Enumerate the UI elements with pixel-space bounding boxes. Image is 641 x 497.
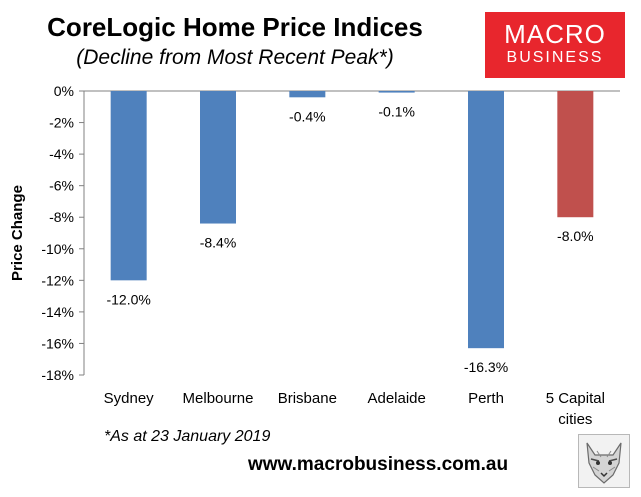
x-tick-label: 5 Capital — [546, 390, 605, 407]
y-tick-label: -6% — [49, 178, 74, 194]
logo-line-1: MACRO — [504, 19, 606, 49]
data-label: -8.0% — [557, 228, 594, 244]
x-tick-label: Brisbane — [278, 390, 337, 407]
bar — [378, 91, 415, 93]
website-url: www.macrobusiness.com.au — [248, 454, 509, 475]
y-tick-label: -12% — [41, 272, 74, 288]
bar — [200, 91, 236, 224]
chart-subtitle: (Decline from Most Recent Peak*) — [76, 46, 394, 69]
data-label: -16.3% — [464, 359, 508, 375]
y-tick-label: -16% — [41, 335, 74, 351]
x-tick-label: cities — [558, 411, 592, 428]
macrobusiness-logo: MACRO BUSINESS — [485, 12, 625, 78]
data-label: -0.4% — [289, 108, 326, 124]
x-tick-label: Adelaide — [367, 390, 425, 407]
data-label: -8.4% — [200, 235, 237, 251]
y-axis-title: Price Change — [9, 185, 26, 281]
y-tick-label: 0% — [54, 83, 74, 99]
y-tick-label: -4% — [49, 146, 74, 162]
y-tick-label: -8% — [49, 209, 74, 225]
chart-title: CoreLogic Home Price Indices — [47, 12, 423, 42]
x-tick-label: Sydney — [104, 390, 155, 407]
bar — [289, 91, 326, 98]
y-tick-label: -2% — [49, 115, 74, 131]
logo-line-2: BUSINESS — [506, 49, 604, 66]
y-tick-label: -14% — [41, 304, 74, 320]
footnote: *As at 23 January 2019 — [104, 428, 271, 445]
bar — [468, 91, 504, 349]
bar — [110, 91, 147, 281]
y-tick-label: -18% — [41, 367, 74, 383]
x-tick-label: Melbourne — [183, 390, 254, 407]
data-label: -12.0% — [106, 291, 150, 307]
data-label: -0.1% — [378, 104, 415, 120]
wolf-icon — [578, 434, 630, 488]
y-tick-label: -10% — [41, 241, 74, 257]
bar — [557, 91, 594, 218]
x-tick-label: Perth — [468, 390, 504, 407]
